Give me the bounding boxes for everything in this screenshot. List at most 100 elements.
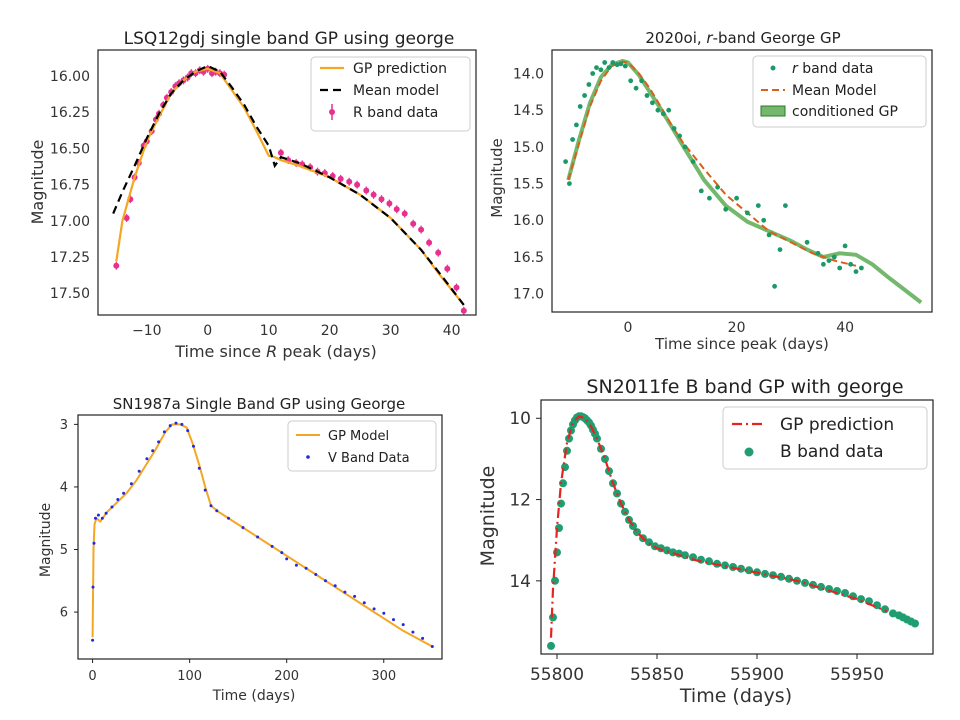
- data-point: [682, 144, 688, 150]
- data-point: [621, 507, 629, 516]
- legend: GP Model V Band Data: [287, 420, 437, 472]
- x-axis-label: Time (days): [679, 685, 792, 707]
- data-point: [294, 563, 298, 567]
- data-point: [777, 247, 783, 253]
- plot-area: [112, 64, 467, 315]
- data-point: [737, 564, 745, 573]
- data-point: [386, 200, 393, 207]
- data-point: [151, 449, 155, 453]
- data-point: [186, 429, 190, 433]
- y-axis-label: Magnitude: [38, 503, 54, 577]
- data-point: [314, 573, 318, 576]
- data-point: [606, 65, 612, 70]
- data-point: [209, 504, 213, 508]
- data-point: [570, 137, 575, 142]
- data-point: [698, 188, 704, 194]
- y-tick-label: 16.75: [50, 178, 90, 194]
- legend-label-gp: conditioned GP: [792, 104, 898, 120]
- data-point: [881, 605, 889, 614]
- legend-label-gp: GP prediction: [353, 61, 447, 77]
- data-point: [94, 516, 97, 520]
- data-point: [430, 645, 434, 648]
- data-point: [715, 184, 720, 190]
- data-point: [174, 421, 178, 425]
- data-point: [122, 491, 126, 495]
- x-tick-label: −10: [132, 323, 162, 339]
- x-ticks: 0 20 40: [624, 320, 855, 336]
- gp-prediction-line: [115, 67, 465, 306]
- plot-frame: [77, 414, 443, 660]
- data-point: [96, 513, 100, 517]
- data-point: [100, 516, 104, 520]
- legend-key-data: [770, 65, 776, 71]
- x-axis-label: Time since peak (days): [654, 335, 829, 353]
- data-point: [168, 424, 172, 428]
- legend-key-data: [306, 455, 310, 459]
- data-point: [618, 61, 624, 67]
- data-point: [157, 440, 161, 444]
- x-ticks: −10 0 10 20 30 40: [132, 323, 461, 339]
- data-point: [815, 250, 821, 256]
- data-point: [777, 572, 785, 581]
- y-ticks: 10 12 14: [509, 409, 541, 592]
- legend-label-data: r band data: [792, 61, 873, 77]
- data-points: [91, 421, 434, 648]
- data-point: [826, 258, 832, 263]
- data-point: [337, 175, 344, 182]
- data-point: [602, 60, 608, 65]
- data-point: [129, 482, 133, 486]
- data-point: [256, 535, 260, 539]
- y-tick-label: 12: [509, 491, 531, 511]
- data-point: [277, 149, 284, 156]
- data-point: [270, 544, 274, 548]
- y-ticks: 3 4 5 6: [60, 418, 78, 621]
- data-point: [401, 210, 408, 217]
- data-point: [563, 446, 571, 455]
- x-tick-label: 0: [624, 320, 633, 336]
- data-point: [285, 557, 289, 561]
- data-point: [104, 511, 108, 515]
- data-point: [613, 489, 621, 498]
- data-point: [766, 232, 772, 238]
- data-points: [563, 60, 864, 289]
- x-tick-label: 30: [382, 323, 400, 339]
- data-point: [372, 607, 376, 611]
- mean-model-line: [112, 64, 465, 306]
- x-tick-label: 0: [203, 323, 212, 339]
- data-point: [601, 454, 609, 463]
- y-ticks: 16.00 16.25 16.50 16.75 17.00 17.25 17.50: [50, 69, 90, 302]
- legend-label-data: R band data: [353, 105, 438, 121]
- y-tick-label: 10: [509, 409, 531, 429]
- data-point: [721, 561, 729, 570]
- data-point: [655, 107, 661, 113]
- x-tick-label: 0: [88, 669, 96, 684]
- legend-label-gp: GP Model: [328, 429, 389, 444]
- gp-prediction-line: [549, 415, 888, 638]
- data-point: [92, 541, 96, 545]
- data-point: [203, 488, 207, 492]
- legend: GP prediction B band data: [722, 406, 928, 470]
- y-tick-label: 6: [60, 606, 68, 621]
- data-point: [110, 505, 114, 509]
- x-tick-label: 10: [260, 323, 278, 339]
- x-ticks: 0 100 200 300: [88, 659, 396, 684]
- data-point: [116, 498, 120, 501]
- data-point: [324, 579, 327, 583]
- data-point: [677, 133, 682, 139]
- data-point: [821, 261, 826, 267]
- legend-box: [722, 406, 928, 470]
- data-point: [842, 243, 848, 249]
- data-point: [370, 191, 377, 198]
- chart-title: SN1987a Single Band GP using George: [113, 395, 405, 413]
- data-point: [444, 265, 451, 272]
- chart-title-italic: r: [706, 29, 713, 47]
- data-point: [837, 265, 843, 271]
- plot-area: [547, 412, 919, 650]
- plot-frame: [97, 49, 477, 316]
- data-point: [594, 65, 599, 70]
- data-point: [567, 181, 572, 187]
- data-point: [671, 126, 677, 131]
- data-point: [123, 215, 130, 221]
- data-point: [382, 611, 386, 615]
- chart-sn2011fe: SN2011fe B band GP with george Magnitude…: [477, 376, 934, 707]
